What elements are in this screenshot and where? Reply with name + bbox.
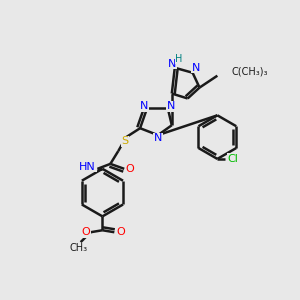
- Text: Cl: Cl: [228, 154, 239, 164]
- Text: O: O: [81, 227, 90, 237]
- Text: HN: HN: [79, 162, 96, 172]
- Text: CH₃: CH₃: [70, 243, 88, 253]
- Text: N: N: [168, 59, 176, 69]
- Text: S: S: [122, 136, 129, 146]
- Text: N: N: [154, 133, 162, 143]
- Text: N: N: [167, 101, 175, 111]
- Text: N: N: [140, 101, 148, 111]
- Text: O: O: [116, 227, 125, 237]
- Text: C(CH₃)₃: C(CH₃)₃: [231, 67, 268, 77]
- Text: N: N: [191, 63, 200, 73]
- Text: H: H: [175, 54, 182, 64]
- Text: O: O: [126, 164, 135, 174]
